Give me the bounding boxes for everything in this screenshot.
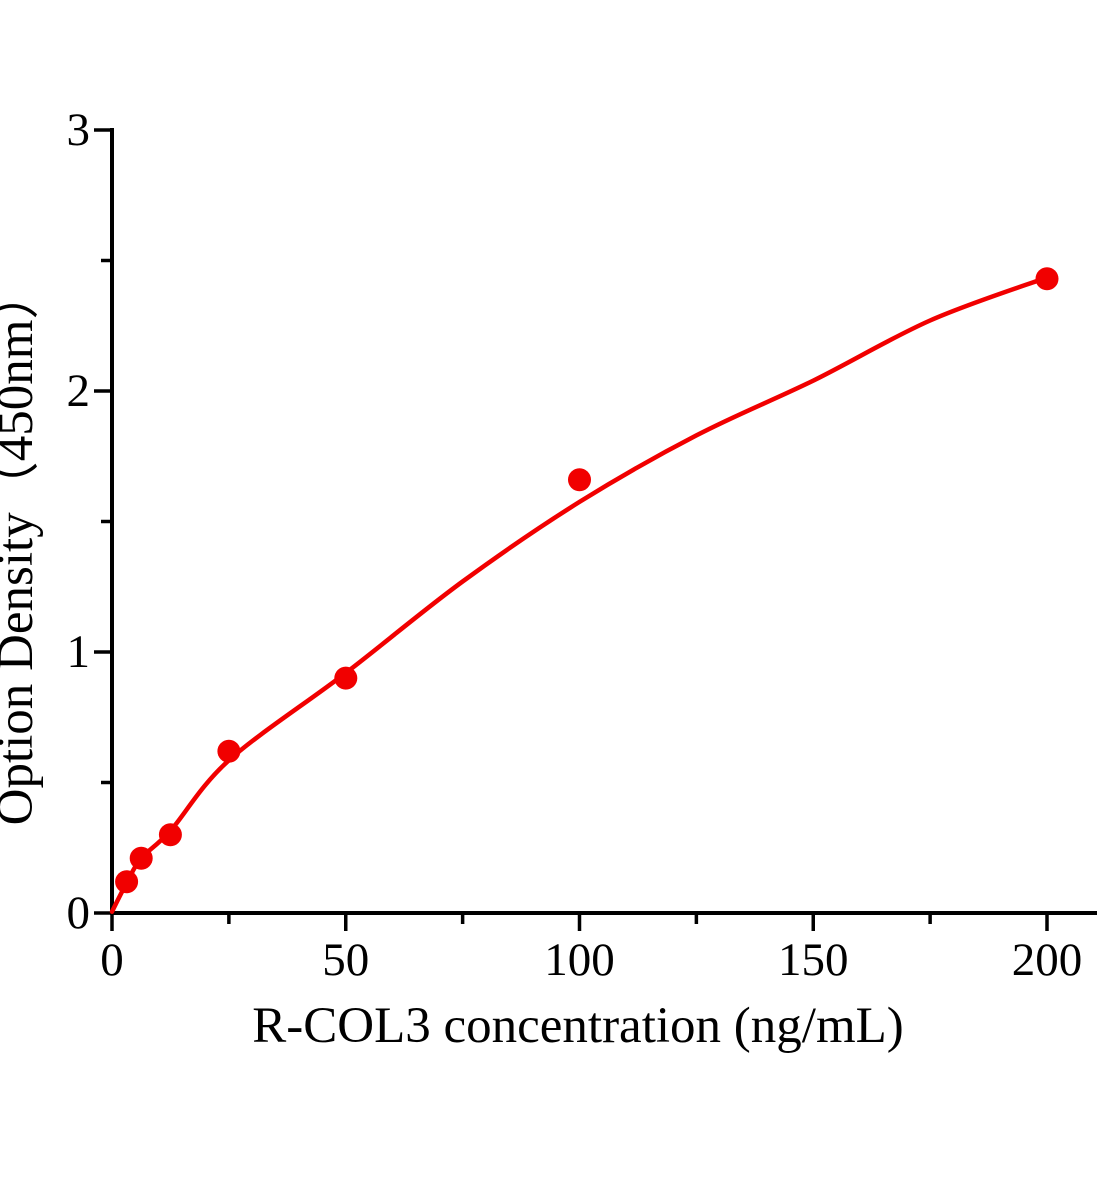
x-tick-label: 100 — [544, 934, 615, 986]
axis-tick-labels: 0 50 100 150 200 0 1 2 3 — [67, 104, 1083, 986]
data-point — [129, 846, 153, 870]
data-point — [115, 870, 139, 894]
data-points — [115, 267, 1059, 894]
x-tick-label: 0 — [100, 934, 124, 986]
x-tick-label: 150 — [778, 934, 849, 986]
y-tick-label: 0 — [67, 887, 91, 939]
data-point — [217, 739, 241, 763]
x-axis-title: R-COL3 concentration (ng/mL) — [252, 998, 904, 1054]
data-point — [334, 666, 358, 690]
axis-ticks — [94, 128, 1049, 931]
data-point — [158, 823, 182, 847]
data-point — [568, 468, 591, 492]
y-tick-label: 2 — [67, 365, 91, 417]
y-tick-label: 3 — [67, 104, 91, 156]
data-point — [1035, 267, 1059, 291]
y-axis-title: Option Density（450nm） — [0, 269, 44, 826]
x-tick-label: 200 — [1012, 934, 1083, 986]
x-tick-label: 50 — [322, 934, 369, 986]
fit-curve-line — [109, 275, 1050, 914]
axes — [110, 128, 1097, 915]
y-tick-label: 1 — [67, 626, 91, 678]
